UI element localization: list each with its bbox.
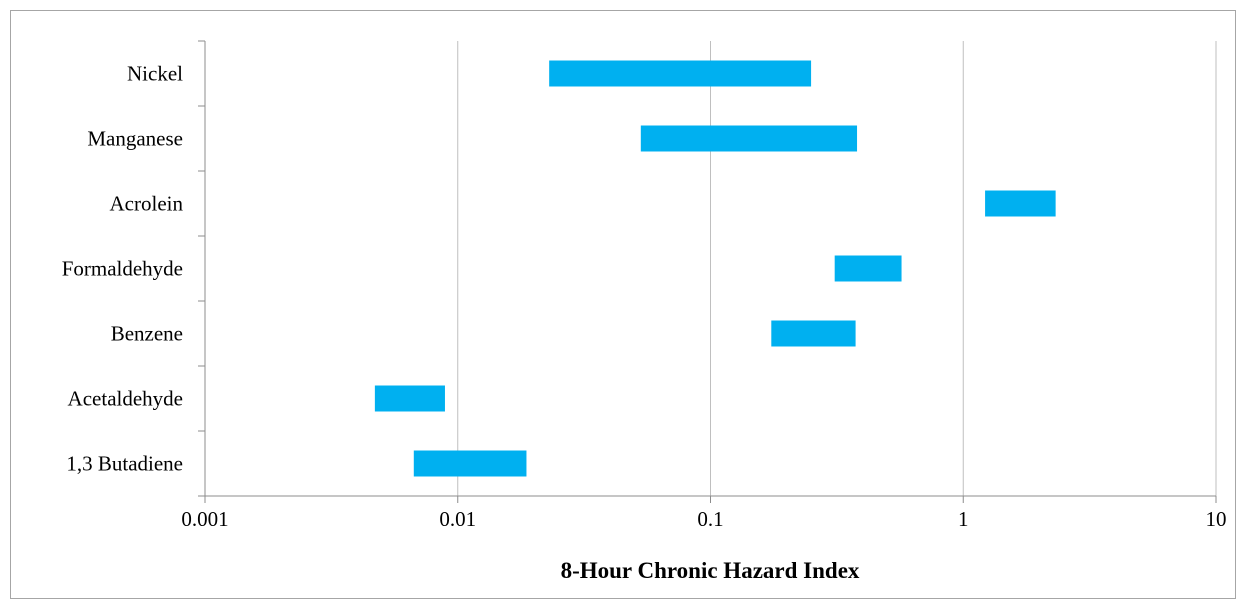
bar: [834, 255, 902, 282]
bar: [985, 190, 1056, 217]
category-label: Manganese: [87, 127, 183, 151]
chart-frame: [10, 10, 1236, 599]
bar: [374, 385, 445, 412]
x-tick-label: 0.1: [697, 507, 723, 531]
bar: [549, 60, 812, 87]
tick-labels: 0.001 0.01 0.1 1 10: [181, 507, 1226, 531]
x-tick-label: 0.001: [181, 507, 228, 531]
category-label: Nickel: [127, 62, 183, 86]
category-label: Acrolein: [110, 192, 184, 216]
bars: [374, 60, 1056, 477]
x-axis-title: 8-Hour Chronic Hazard Index: [561, 558, 860, 583]
grid-lines: [457, 41, 1217, 496]
category-label: Benzene: [111, 322, 183, 346]
x-tick-label: 10: [1206, 507, 1227, 531]
bar: [771, 320, 856, 347]
x-tick-label: 0.01: [439, 507, 476, 531]
category-label: Acetaldehyde: [68, 387, 183, 411]
axes: [198, 40, 1217, 503]
bar: [640, 125, 858, 152]
category-label: Formaldehyde: [62, 257, 183, 281]
x-tick-label: 1: [958, 507, 969, 531]
category-label: 1,3 Butadiene: [66, 452, 183, 476]
bar: [413, 450, 527, 477]
category-labels: Nickel Manganese Acrolein Formaldehyde Benze…: [62, 62, 184, 476]
